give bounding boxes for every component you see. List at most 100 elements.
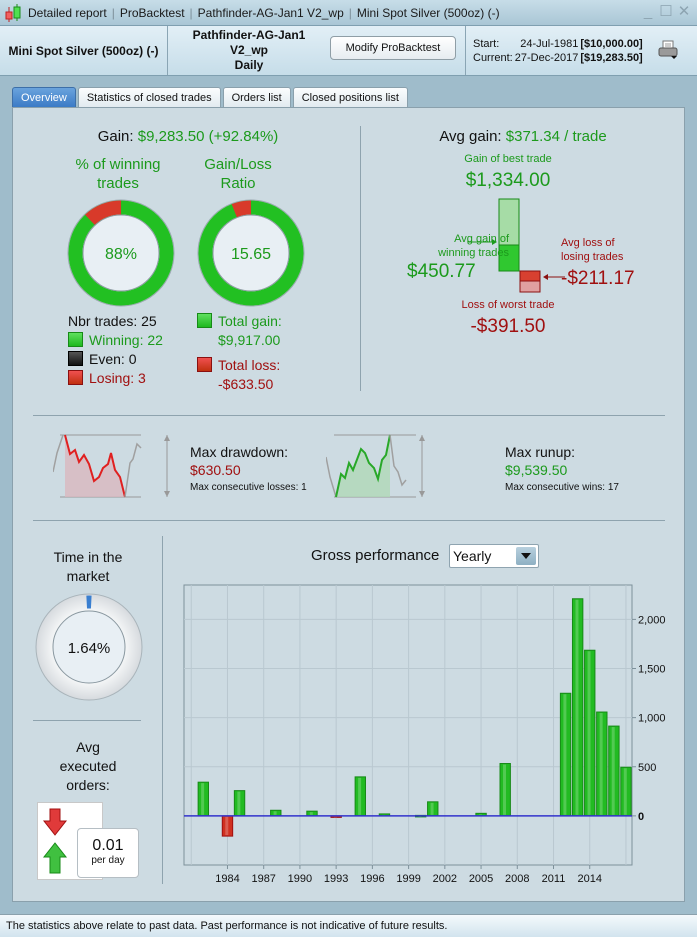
winning-pct-donut: 88% [67, 199, 175, 307]
plot-area [183, 584, 633, 866]
current-amount: [$19,283.50] [580, 51, 643, 64]
total-gain-swatch [197, 313, 212, 328]
time-in-market-title: Time in the market [33, 548, 143, 586]
minimize-icon[interactable]: _ [643, 3, 653, 20]
avg-win-value: $450.77 [407, 261, 476, 282]
period-selected: Yearly [453, 548, 492, 564]
bar-highlight [225, 816, 229, 836]
runup-sparkline [326, 434, 425, 498]
time-in-market-title-line1: Time in the [53, 549, 123, 565]
y-tick-label: 0 [638, 811, 644, 823]
bar-highlight [611, 727, 615, 815]
tab-overview[interactable]: Overview [12, 87, 76, 107]
period-dropdown[interactable]: Yearly [449, 544, 539, 568]
losing-count: Losing: 3 [89, 370, 146, 386]
orders-per-day-value: 0.01 [92, 837, 124, 854]
timeframe: Daily [234, 58, 264, 72]
winning-legend-swatch [68, 332, 83, 347]
bar-highlight [430, 802, 434, 815]
y-tick-label: 2,000 [638, 614, 666, 626]
bar-highlight [418, 816, 422, 817]
modify-probacktest-button[interactable]: Modify ProBacktest [330, 35, 456, 60]
overview-panel: Gain: $9,283.50 (+92.84%) % of winning t… [12, 107, 685, 902]
winning-pct-value: 88% [105, 246, 137, 263]
time-in-market-donut: 1.64% [35, 593, 143, 701]
bar-highlight [575, 599, 579, 815]
disclaimer-footer: The statistics above relate to past data… [0, 914, 697, 937]
bar-highlight [273, 811, 277, 815]
donut-loss-segment [198, 200, 304, 306]
bar-highlight [503, 764, 507, 815]
printer-icon[interactable] [657, 40, 679, 60]
start-amount: [$10,000.00] [580, 37, 643, 50]
worst-trade-value: -$391.50 [470, 316, 546, 337]
avg-executed-orders-title: Avg executed orders: [33, 738, 143, 795]
orders-value-box: 0.01 per day [77, 828, 139, 878]
maximize-icon[interactable]: ☐ [659, 3, 673, 20]
gain-loss-ratio-title: Gain/Loss Ratio [183, 155, 293, 193]
max-consecutive-wins: Max consecutive wins: 17 [505, 482, 619, 493]
tab-orders-list[interactable]: Orders list [222, 87, 291, 107]
close-icon[interactable]: ✕ [677, 3, 691, 20]
bar-highlight [563, 694, 567, 815]
max-runup-value: $9,539.50 [505, 462, 568, 478]
x-tick-label: 2005 [469, 873, 493, 885]
best-trade-value: $1,334.00 [465, 170, 551, 191]
bar-highlight [237, 791, 241, 815]
order-arrows-icon [42, 808, 68, 874]
gain-loss-ratio-donut: 15.65 [197, 199, 305, 307]
total-loss-swatch [197, 357, 212, 372]
orders-title-line3: orders: [66, 777, 110, 793]
losing-legend-swatch [68, 370, 83, 385]
gain-loss-ratio-value: 15.65 [231, 246, 271, 263]
worst-trade-bar [519, 280, 541, 293]
max-drawdown-label: Max drawdown: [190, 444, 289, 460]
orders-title-line1: Avg [76, 739, 100, 755]
avg-win-label: Avg gain of winning trades [399, 232, 509, 260]
total-loss-value: -$633.50 [218, 376, 274, 392]
date-summary: Start: 24-Jul-1981 [$10,000.00] Current:… [473, 37, 645, 65]
nbr-trades: Nbr trades: 25 [68, 313, 157, 329]
chevron-down-icon[interactable] [516, 547, 536, 565]
bar-highlight [333, 816, 337, 818]
strategy-name: Pathfinder-AG-Jan1 V2_wp [192, 28, 306, 57]
y-tick-label: 1,500 [638, 664, 666, 676]
x-tick-label: 1990 [288, 873, 312, 885]
bar-highlight [587, 651, 591, 815]
donut-losing-segment [68, 200, 174, 306]
x-tick-label: 1993 [324, 873, 348, 885]
avg-win-label-line2: winning trades [438, 247, 509, 259]
avg-win-label-line1: Avg gain of [454, 233, 509, 245]
orders-title-line2: executed [59, 758, 117, 774]
bar-highlight [478, 814, 482, 815]
x-tick-label: 1987 [251, 873, 275, 885]
tab-statistics-closed-trades[interactable]: Statistics of closed trades [77, 87, 221, 107]
avg-loss-label: Avg loss of losing trades [561, 236, 623, 264]
ratio-title-line1: Gain/Loss [204, 156, 272, 173]
avg-gain-value: $371.34 / trade [505, 128, 607, 145]
time-in-market-value: 1.64% [68, 640, 111, 657]
avg-loss-value: -$211.17 [561, 268, 635, 289]
bar-highlight [623, 768, 627, 815]
avg-win-bar [498, 244, 520, 272]
left-divider [33, 720, 141, 721]
gross-performance-label: Gross performance [311, 547, 440, 564]
winning-pct-title-line2: trades [97, 175, 139, 192]
drawdown-sparkline [53, 434, 170, 498]
avg-loss-label-line1: Avg loss of [561, 237, 615, 249]
gain-value: $9,283.50 (+92.84%) [137, 128, 279, 145]
tab-closed-positions-list[interactable]: Closed positions list [292, 87, 408, 107]
divider-top [33, 415, 665, 416]
total-gain-loss: Total gain: $9,917.00 Total loss: -$633.… [197, 312, 282, 394]
best-trade-label: Gain of best trade [464, 153, 552, 165]
candlestick-app-icon [5, 3, 21, 22]
x-tick-label: 2008 [505, 873, 529, 885]
gross-performance-chart: 1984 1987 1990 1993 1996 1999 2002 2005 2008 2011… [183, 584, 666, 885]
total-loss-label: Total loss: [218, 357, 281, 373]
title-bar: Detailed report | ProBacktest | Pathfinder… [0, 0, 697, 26]
max-runup-label: Max runup: [505, 444, 576, 460]
winning-count: Winning: 22 [89, 332, 163, 348]
y-tick-label: 1,000 [638, 713, 666, 725]
start-date: 24-Jul-1981 [520, 37, 579, 50]
instrument-name: Mini Spot Silver (500oz) (-) [0, 26, 168, 75]
